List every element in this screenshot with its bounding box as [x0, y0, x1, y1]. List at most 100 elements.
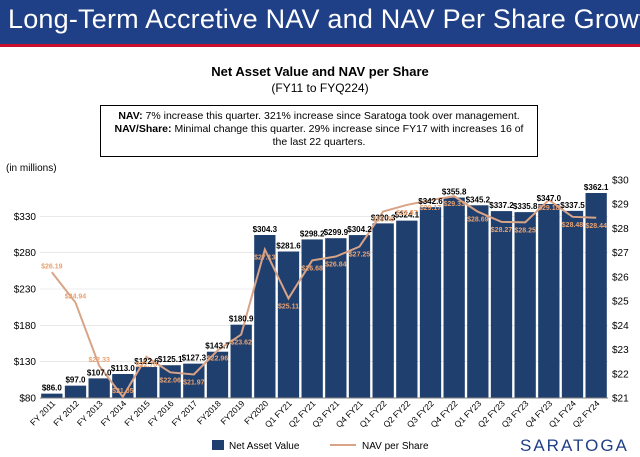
y-right-tick-label: $30	[612, 176, 629, 187]
note-nav-text: 7% increase this quarter. 321% increase …	[142, 110, 520, 122]
nav-bar	[41, 393, 63, 398]
nav-per-share-label: $29.18	[538, 205, 560, 212]
nav-value-label: $125.1	[158, 355, 183, 364]
nav-bar	[183, 363, 205, 398]
y-right-tick-label: $24	[612, 321, 629, 332]
x-tick-label: FY2018	[195, 398, 223, 426]
saratoga-logo: SARATOGA	[520, 436, 629, 455]
nav-per-share-label: $21.97	[183, 380, 205, 387]
nav-value-label: $337.2	[489, 201, 514, 210]
nav-per-share-label: $28.25	[514, 227, 536, 234]
chart-subtitle: (FY11 to FYQ224)	[271, 81, 369, 95]
y-right-tick-label: $27	[612, 248, 629, 259]
nav-bar	[88, 378, 110, 398]
y-right-tick-label: $29	[612, 200, 629, 211]
note-share-line: NAV/Share: Minimal change this quarter. …	[107, 123, 531, 149]
nav-bar	[585, 193, 607, 398]
nav-value-label: $342.6	[418, 197, 443, 206]
nav-per-share-label: $29.17	[420, 205, 442, 212]
nav-value-label: $122.6	[134, 357, 159, 366]
y-left-tick-label: $180	[14, 321, 37, 332]
nav-bar	[64, 385, 87, 398]
nav-per-share-label: $28.48	[562, 222, 584, 229]
nav-value-label: $97.0	[65, 376, 86, 385]
y-right-tick-label: $26	[612, 272, 629, 283]
y-axis-label: (in millions)	[6, 163, 57, 174]
header-divider	[0, 44, 640, 47]
nav-value-label: $143.7	[205, 342, 230, 351]
nav-bar	[419, 207, 442, 398]
nav-bar	[301, 239, 323, 398]
nav-per-share-label: $24.94	[65, 294, 87, 301]
note-box: NAV: 7% increase this quarter. 321% incr…	[100, 105, 538, 157]
nav-bar	[230, 324, 252, 398]
y-left-tick-label: $280	[14, 248, 37, 259]
bars	[41, 193, 607, 398]
nav-value-label: $337.5	[560, 201, 585, 210]
legend: Net Asset Value NAV per Share	[212, 440, 429, 452]
nav-per-share-label: $29.33	[443, 201, 465, 208]
nav-per-share-label: $26.19	[41, 263, 63, 270]
nav-per-share-label: $28.44	[585, 223, 607, 230]
nav-value-label: $304.2	[347, 225, 372, 234]
legend-label-nav: Net Asset Value	[229, 441, 300, 452]
note-nav-line: NAV: 7% increase this quarter. 321% incr…	[107, 110, 531, 123]
nav-value-label: $304.3	[253, 225, 278, 234]
note-share-text: Minimal change this quarter. 29% increas…	[171, 123, 524, 148]
nav-bar	[135, 367, 158, 398]
nav-per-share-label: $22.70	[136, 362, 158, 369]
nav-value-label: $127.3	[182, 354, 207, 363]
nav-bar	[325, 238, 347, 398]
y-left-tick-label: $330	[14, 212, 37, 223]
nav-per-share-label: $23.62	[230, 340, 252, 347]
y-left-tick-label: $80	[19, 394, 36, 405]
chart-title: Net Asset Value and NAV per Share	[211, 64, 429, 79]
x-tick-label: FY 2017	[170, 398, 200, 428]
y-right-tick-label: $28	[612, 224, 629, 235]
nav-per-share-label: $28.27	[491, 227, 513, 234]
nav-value-label: $335.8	[513, 202, 538, 211]
nav-bar	[348, 235, 371, 398]
nav-value-label: $355.8	[442, 188, 467, 197]
nav-bar	[277, 251, 300, 398]
nav-per-share-label: $27.13	[254, 255, 276, 262]
nav-bar	[443, 197, 465, 398]
header-bar: Long-Term Accretive NAV and NAV Per Shar…	[0, 0, 640, 44]
y-right-tick-label: $22	[612, 369, 629, 380]
legend-label-share: NAV per Share	[362, 441, 429, 452]
nav-per-share-label: $21.05	[112, 388, 134, 395]
nav-per-share-label: $22.33	[88, 357, 110, 364]
nav-bar	[372, 223, 394, 398]
legend-swatch-nav	[212, 440, 224, 450]
data-labels: $86.0$97.0$107.0 $113.0$122.6 $125.1 $127.3…	[41, 183, 609, 395]
nav-bar	[538, 203, 560, 398]
nav-per-share-label: $22.96	[207, 356, 229, 363]
nav-per-share-label: $28.69	[467, 217, 489, 224]
nav-bar	[254, 235, 276, 398]
nav-per-share-series-line	[51, 195, 597, 399]
nav-value-label: $299.9	[324, 228, 349, 237]
nav-bar	[514, 212, 536, 398]
nav-bar	[467, 205, 489, 398]
nav-value-label: $113.0	[111, 364, 136, 373]
nav-bar	[490, 211, 513, 398]
nav-per-share-label: $28.97	[396, 210, 418, 217]
nav-value-label: $324.1	[395, 211, 420, 220]
nav-per-share-label: $22.06	[159, 377, 181, 384]
nav-value-label: $347.0	[537, 194, 562, 203]
nav-bar	[206, 351, 229, 398]
y-left-tick-label: $230	[14, 285, 37, 296]
nav-value-label: $180.9	[229, 315, 254, 324]
nav-value-label: $320.3	[371, 213, 396, 222]
nav-value-label: $281.6	[276, 242, 301, 251]
nav-per-share-label: $25.11	[278, 303, 299, 310]
y-left-tick-label: $130	[14, 357, 37, 368]
note-share-label: NAV/Share:	[114, 123, 172, 135]
nav-per-share-label: $28.70	[372, 216, 394, 223]
page-title: Long-Term Accretive NAV and NAV Per Shar…	[8, 4, 640, 34]
nav-per-share-label: $26.84	[325, 262, 347, 269]
y-right-tick-label: $21	[612, 394, 629, 405]
nav-value-label: $345.2	[466, 195, 491, 204]
nav-value-label: $298.2	[300, 229, 325, 238]
